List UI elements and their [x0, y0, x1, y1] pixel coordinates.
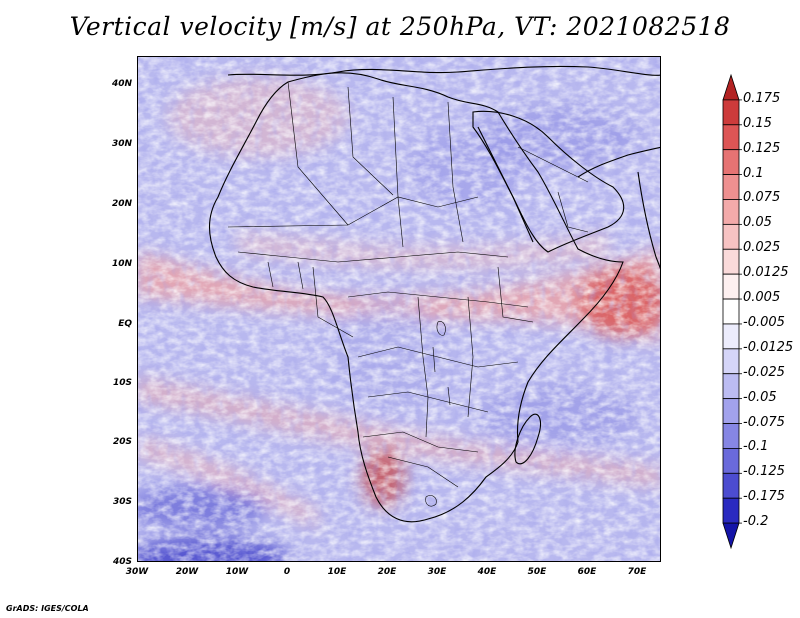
colorbar-segment [722, 323, 740, 350]
colorbar-label: -0.075 [743, 414, 785, 430]
lat-label-40n: 40N [111, 79, 132, 89]
lon-label-10w: 10W [225, 567, 249, 577]
lat-label-30s: 30S [112, 497, 132, 507]
colorbar-segment [722, 373, 740, 400]
colorbar-segment [722, 472, 740, 499]
lat-label-20n: 20N [111, 199, 132, 209]
map-title: Vertical velocity [m/s] at 250hPa, VT: 2… [69, 12, 731, 41]
lat-label-10s: 10S [112, 378, 132, 388]
colorbar-label: 0.005 [743, 290, 781, 306]
colorbar-segment [722, 522, 740, 550]
colorbar-label: 0.1 [743, 165, 764, 181]
colorbar-segment [722, 174, 740, 200]
lat-label-30n: 30N [111, 139, 132, 149]
colorbar-label: 0.175 [743, 90, 781, 106]
colorbar-label: 0.05 [743, 215, 772, 231]
country-borders [227, 81, 589, 507]
colorbar-segment [722, 223, 740, 250]
lon-label-40e: 40E [477, 567, 497, 577]
lat-label-eq: EQ [118, 319, 132, 329]
blue-speckle [138, 57, 660, 561]
colorbar-label: -0.2 [743, 514, 769, 530]
lon-label-20w: 20W [175, 567, 199, 577]
colorbar-segment [722, 73, 740, 101]
lat-label-10n: 10N [111, 259, 132, 269]
colorbar-label: -0.05 [743, 389, 777, 405]
lat-label-40s: 40S [112, 557, 132, 567]
colorbar-segment [722, 199, 740, 225]
lon-label-70e: 70E [627, 567, 647, 577]
colorbar-segment [722, 149, 740, 175]
colorbar-label: 0.0125 [743, 265, 789, 281]
colorbar-label: -0.0125 [743, 339, 794, 355]
colorbar-label: -0.025 [743, 364, 785, 380]
colorbar-segment [722, 124, 740, 151]
colorbar-segment [722, 273, 740, 300]
lon-label-0: 0 [283, 567, 291, 577]
lon-label-30e: 30E [427, 567, 447, 577]
colorbar-label: 0.125 [743, 140, 781, 156]
colorbar-segment [722, 423, 740, 449]
colorbar-segment [722, 248, 740, 275]
colorbar-label: -0.125 [743, 464, 785, 480]
grads-credit: GrADS: IGES/COLA [6, 604, 89, 613]
vertical-velocity-map [137, 56, 661, 562]
colorbar-segment [722, 398, 740, 424]
lon-label-50e: 50E [527, 567, 547, 577]
colorbar-label: 0.075 [743, 190, 781, 206]
lon-label-20e: 20E [377, 567, 397, 577]
colorbar-label: -0.175 [743, 489, 785, 505]
lon-label-30w: 30W [125, 567, 149, 577]
colorbar-label: -0.1 [743, 439, 769, 455]
lon-label-10e: 10E [327, 567, 347, 577]
colorbar-segment [722, 497, 740, 524]
colorbar-label: -0.005 [743, 314, 785, 330]
colorbar-segment [722, 448, 740, 474]
colorbar-label: 0.025 [743, 240, 781, 256]
colorbar-segment [722, 348, 740, 375]
colorbar-segment [722, 99, 740, 126]
lat-label-20s: 20S [112, 437, 132, 447]
coastlines [209, 65, 660, 523]
colorbar-label: 0.15 [743, 115, 772, 131]
colorbar-segment [722, 298, 740, 325]
lon-label-60e: 60E [577, 567, 597, 577]
velocity-field [138, 57, 660, 561]
